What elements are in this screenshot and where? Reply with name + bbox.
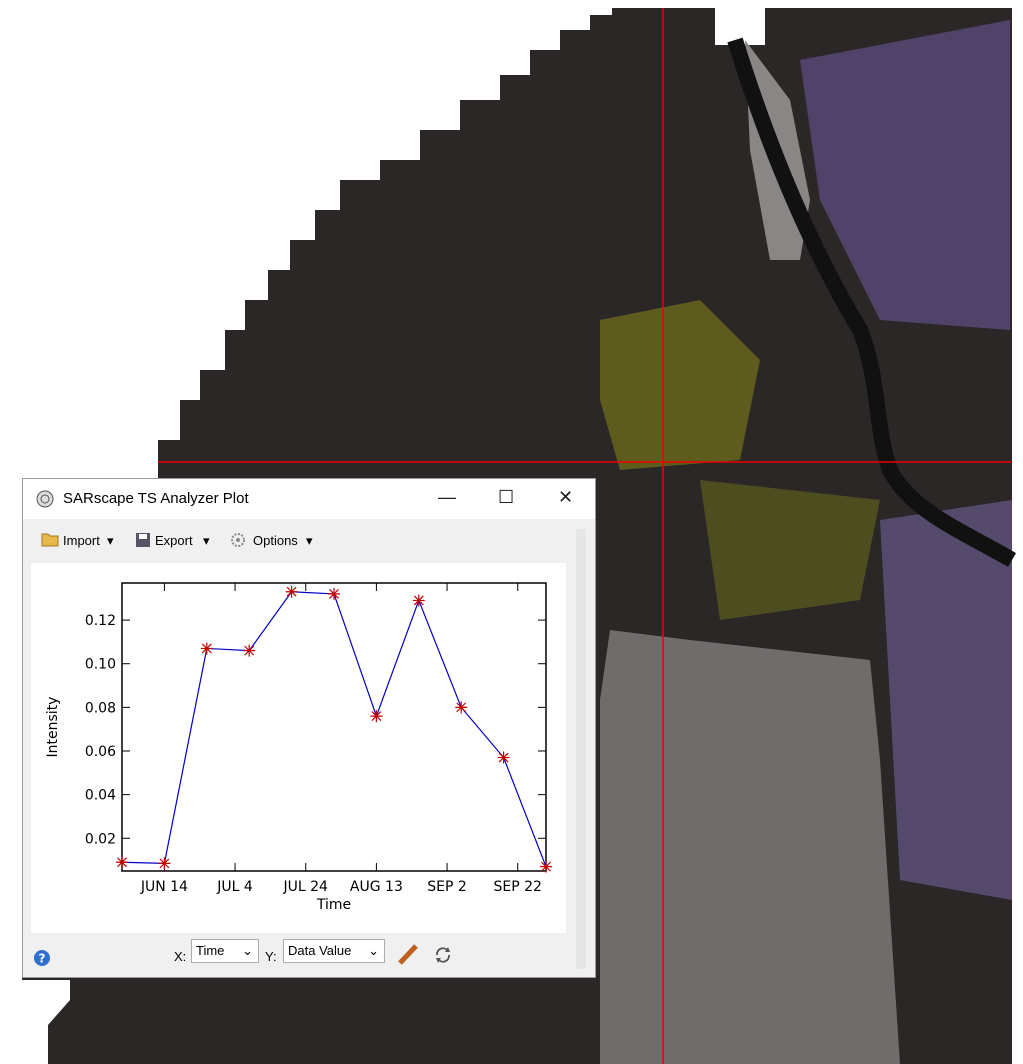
field-patch xyxy=(880,500,1012,900)
data-marker xyxy=(370,710,382,722)
dropdown-arrow: ▾ xyxy=(203,533,210,549)
x-select[interactable]: Time ⌄ xyxy=(191,939,259,963)
y-tick-label: 0.06 xyxy=(85,744,116,760)
data-marker xyxy=(116,856,128,868)
maximize-button[interactable]: ☐ xyxy=(498,487,514,508)
data-marker xyxy=(498,752,510,764)
x-tick-label: JUL 24 xyxy=(283,879,329,895)
help-icon[interactable]: ? xyxy=(33,949,51,967)
data-line xyxy=(122,592,546,867)
import-menu[interactable]: Import xyxy=(63,533,100,548)
y-tick-label: 0.08 xyxy=(85,700,116,716)
options-icon xyxy=(230,532,246,548)
x-tick-label: SEP 22 xyxy=(494,879,542,895)
export-icon xyxy=(135,532,151,548)
screen: SARscape TS Analyzer Plot — ☐ ✕ Import ▾… xyxy=(0,0,1023,1064)
x-tick-label: SEP 2 xyxy=(427,879,467,895)
dropdown-arrow: ▾ xyxy=(107,533,114,549)
y-tick-label: 0.12 xyxy=(85,613,116,629)
dropdown-arrow: ▾ xyxy=(306,533,313,549)
y-select[interactable]: Data Value ⌄ xyxy=(283,939,385,963)
minimize-button[interactable]: — xyxy=(438,487,456,508)
line-style-icon[interactable] xyxy=(397,943,419,965)
y-select-value: Data Value xyxy=(288,943,351,958)
refresh-icon[interactable] xyxy=(433,945,453,965)
app-icon xyxy=(35,489,55,509)
x-tick-label: JUN 14 xyxy=(140,879,188,895)
options-menu[interactable]: Options xyxy=(253,533,298,548)
close-button[interactable]: ✕ xyxy=(558,487,573,508)
data-marker xyxy=(158,857,170,869)
x-tick-label: JUL 4 xyxy=(216,879,253,895)
data-marker xyxy=(455,701,467,713)
scrollbar[interactable] xyxy=(576,529,586,969)
plot-area: 0.02 0.04 0.06 0.08 0.10 0.12 JUN 14 JUL 4 JUL 2… xyxy=(31,563,566,933)
y-select-label: Y: xyxy=(265,949,277,964)
x-select-label: X: xyxy=(174,949,186,964)
y-tick-label: 0.04 xyxy=(85,788,116,804)
select-arrow: ⌄ xyxy=(368,940,379,962)
x-axis-label: Time xyxy=(316,897,351,913)
data-marker xyxy=(328,588,340,600)
data-marker xyxy=(243,645,255,657)
svg-text:?: ? xyxy=(39,952,46,966)
grey-field xyxy=(600,630,900,1064)
x-tick-label: AUG 13 xyxy=(350,879,403,895)
plot-frame xyxy=(122,583,546,871)
y-axis-label: Intensity xyxy=(45,697,61,758)
data-marker xyxy=(413,594,425,606)
y-tick-label: 0.02 xyxy=(85,831,116,847)
field-patch xyxy=(700,480,880,620)
chart: 0.02 0.04 0.06 0.08 0.10 0.12 JUN 14 JUL 4 JUL 2… xyxy=(31,563,566,933)
window-title: SARscape TS Analyzer Plot xyxy=(63,490,249,507)
data-marker xyxy=(201,642,213,654)
data-marker xyxy=(286,586,298,598)
plot-window: SARscape TS Analyzer Plot — ☐ ✕ Import ▾… xyxy=(22,478,596,978)
select-arrow: ⌄ xyxy=(242,940,253,962)
import-icon xyxy=(41,531,59,547)
title-bar: SARscape TS Analyzer Plot — ☐ ✕ xyxy=(23,479,595,519)
export-menu[interactable]: Export xyxy=(155,533,193,548)
x-select-value: Time xyxy=(196,943,224,958)
data-marker xyxy=(540,861,552,873)
y-tick-label: 0.10 xyxy=(85,657,116,673)
